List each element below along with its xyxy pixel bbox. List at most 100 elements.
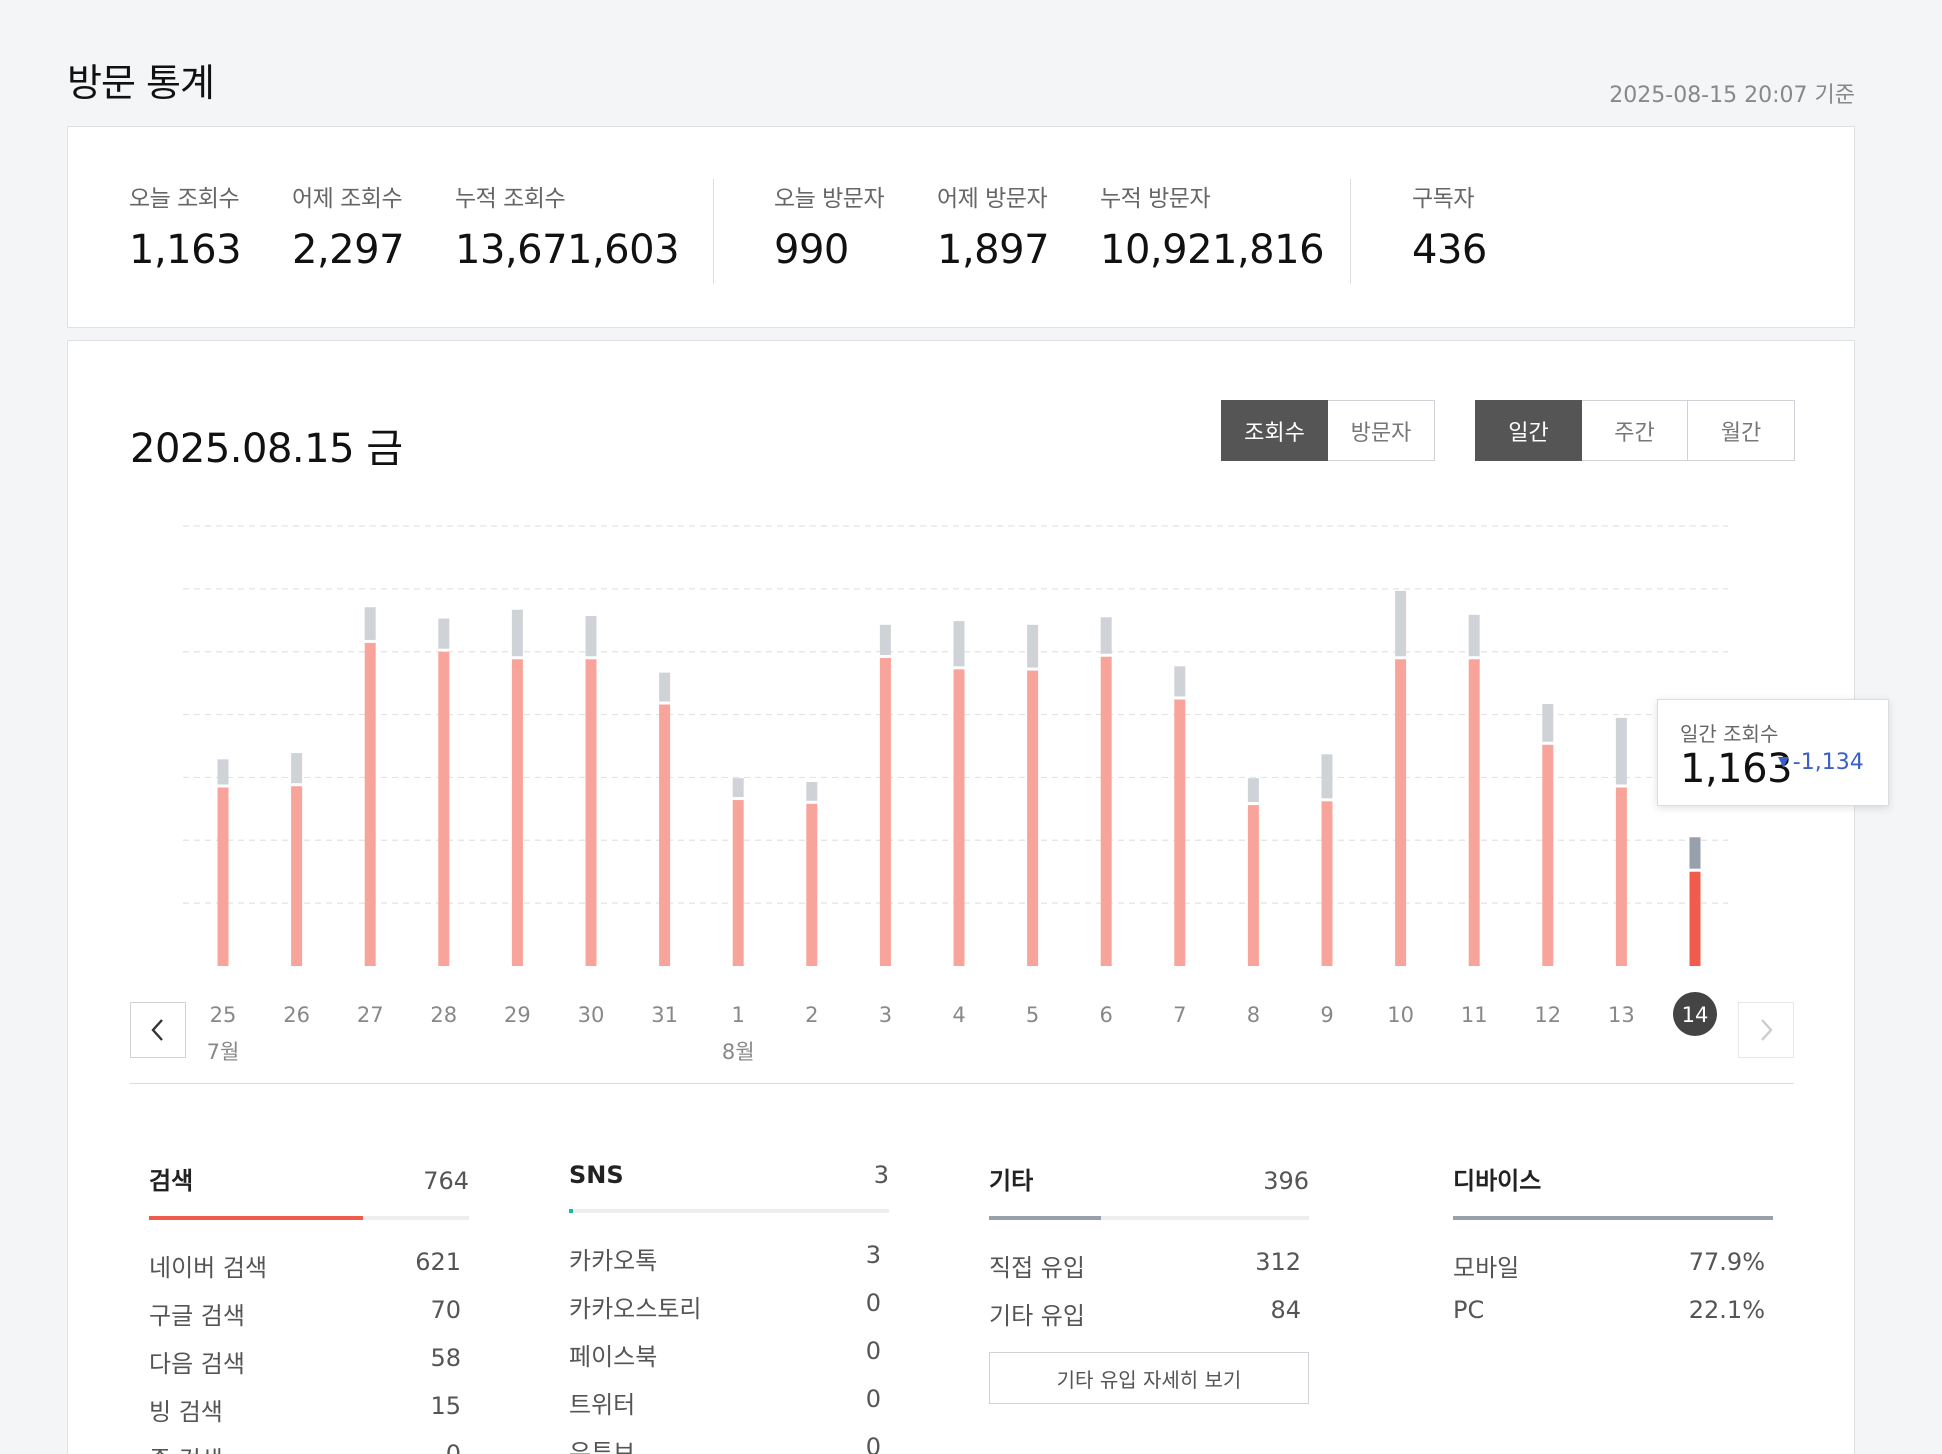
list-item: 페이스북 0 xyxy=(569,1337,889,1385)
tab-monthly[interactable]: 월간 xyxy=(1688,400,1795,461)
x-tick-label: 5 xyxy=(1026,1003,1039,1027)
stat-value: 436 xyxy=(1412,227,1487,273)
x-tick-label: 2 xyxy=(805,1003,818,1027)
period-toggle: 일간 주간 월간 xyxy=(1475,400,1795,461)
x-tick-label: 28 xyxy=(430,1003,457,1027)
x-tick-label: 27 xyxy=(357,1003,384,1027)
bar-views-10 xyxy=(1395,659,1407,966)
bar-views-4 xyxy=(953,669,965,966)
x-tick-label: 4 xyxy=(952,1003,965,1027)
divider xyxy=(1350,179,1351,284)
category-search: 검색 764 네이버 검색 621 구글 검색 70 다음 검색 58 빙 검색 15 줌… xyxy=(149,1161,469,1454)
daily-views-chart: 25 7월 26 27 28 29 30 31 1 8월 2 3 4 5 6 7 8 9 10 11 12 13 14 xyxy=(183,525,1728,1064)
category-total: 3 xyxy=(873,1161,889,1189)
x-tick-label: 25 xyxy=(210,1003,237,1027)
bar-views-29 xyxy=(511,659,523,966)
list-item: PC 22.1% xyxy=(1453,1296,1773,1344)
x-tick-label: 3 xyxy=(879,1003,892,1027)
stats-panel: 2025.08.15 금 조회수 방문자 일간 주간 월간 25 7월 26 27 28… xyxy=(67,340,1889,1454)
tab-daily[interactable]: 일간 xyxy=(1475,400,1582,461)
bar-views-9 xyxy=(1321,801,1333,966)
stat-yesterday-visitors: 어제 방문자 1,897 xyxy=(937,179,1050,273)
bar-overlay-13 xyxy=(1615,717,1627,785)
row-label: 다음 검색 xyxy=(149,1350,245,1378)
selected-date: 2025.08.15 금 xyxy=(130,426,403,472)
bar-overlay-5 xyxy=(1027,624,1039,668)
row-label: 유튜브 xyxy=(569,1439,636,1454)
tooltip-label: 일간 조회수 xyxy=(1680,722,1779,746)
stat-label: 어제 조회수 xyxy=(292,186,403,212)
list-item: 유튜브 0 xyxy=(569,1433,889,1454)
list-item: 카카오톡 3 xyxy=(569,1241,889,1289)
row-label: 페이스북 xyxy=(569,1343,658,1371)
row-value: 58 xyxy=(430,1344,461,1372)
stat-value: 10,921,816 xyxy=(1100,227,1325,273)
list-item: 카카오스토리 0 xyxy=(569,1289,889,1337)
etc-detail-button[interactable]: 기타 유입 자세히 보기 xyxy=(989,1352,1309,1404)
month-label: 8월 xyxy=(722,1040,755,1064)
chart-tooltip: 일간 조회수 1,163 ▼ -1,134 xyxy=(1657,699,1889,806)
bar-overlay-9 xyxy=(1321,754,1333,799)
row-label: 줌 검색 xyxy=(149,1440,223,1454)
stat-total-visitors: 누적 방문자 10,921,816 xyxy=(1100,179,1325,273)
stat-label: 구독자 xyxy=(1412,186,1474,212)
stat-subscribers: 구독자 436 xyxy=(1412,179,1487,273)
category-bar xyxy=(1453,1216,1773,1220)
category-bar xyxy=(569,1209,889,1213)
row-value: 0 xyxy=(865,1385,881,1413)
row-label: 기타 유입 xyxy=(989,1302,1085,1330)
row-value: 77.9% xyxy=(1688,1248,1765,1276)
updated-timestamp: 2025-08-15 20:07 기준 xyxy=(1609,83,1855,108)
list-item: 기타 유입 84 xyxy=(989,1296,1309,1344)
selected-day-marker xyxy=(1673,992,1717,1036)
category-bar-fill xyxy=(569,1209,573,1213)
category-bar-fill xyxy=(149,1216,364,1220)
row-value: 0 xyxy=(865,1289,881,1317)
bar-views-7 xyxy=(1174,699,1186,966)
bar-overlay-14 xyxy=(1689,837,1701,869)
list-item: 구글 검색 70 xyxy=(149,1296,469,1344)
bar-overlay-28 xyxy=(438,618,450,649)
tab-views[interactable]: 조회수 xyxy=(1221,400,1328,461)
category-bar-fill xyxy=(1453,1216,1773,1220)
x-tick-label: 30 xyxy=(578,1003,605,1027)
category-sns: SNS 3 카카오톡 3 카카오스토리 0 페이스북 0 트위터 0 유튜브 0 xyxy=(569,1161,889,1454)
row-label: 직접 유입 xyxy=(989,1254,1085,1282)
bar-overlay-3 xyxy=(879,624,891,655)
bar-views-31 xyxy=(659,704,671,966)
row-value: 3 xyxy=(865,1241,881,1269)
bar-overlay-2 xyxy=(806,781,818,801)
tab-weekly[interactable]: 주간 xyxy=(1582,400,1688,461)
category-total: 396 xyxy=(1263,1167,1309,1195)
category-bar-fill xyxy=(989,1216,1101,1220)
x-tick-label: 6 xyxy=(1100,1003,1113,1027)
bar-overlay-25 xyxy=(217,759,229,785)
stat-value: 1,163 xyxy=(129,227,242,273)
tab-visitors[interactable]: 방문자 xyxy=(1328,400,1435,461)
row-value: 70 xyxy=(430,1296,461,1324)
chevron-left-icon xyxy=(151,1019,163,1041)
bar-overlay-12 xyxy=(1542,704,1554,742)
bar-views-12 xyxy=(1542,744,1554,966)
bar-views-26 xyxy=(291,786,303,966)
x-tick-label: 12 xyxy=(1534,1003,1561,1027)
x-tick-label: 31 xyxy=(651,1003,678,1027)
row-value: 84 xyxy=(1270,1296,1301,1324)
x-tick-label: 26 xyxy=(283,1003,310,1027)
category-total: 764 xyxy=(423,1167,469,1195)
x-tick-label: 11 xyxy=(1461,1003,1488,1027)
bar-views-6 xyxy=(1100,656,1112,966)
category-bar xyxy=(989,1216,1309,1220)
category-etc: 기타 396 직접 유입 312 기타 유입 84 기타 유입 자세히 보기 xyxy=(989,1161,1309,1404)
list-item: 네이버 검색 621 xyxy=(149,1248,469,1296)
metric-toggle: 조회수 방문자 xyxy=(1221,400,1435,461)
list-item: 직접 유입 312 xyxy=(989,1248,1309,1296)
tooltip-value: 1,163 xyxy=(1680,746,1793,792)
stat-total-views: 누적 조회수 13,671,603 xyxy=(455,179,680,273)
next-week-button[interactable] xyxy=(1738,1002,1794,1058)
list-item: 트위터 0 xyxy=(569,1385,889,1433)
x-tick-label: 1 xyxy=(732,1003,745,1027)
row-value: 0 xyxy=(865,1433,881,1454)
prev-week-button[interactable] xyxy=(130,1002,186,1058)
bar-overlay-7 xyxy=(1174,666,1186,697)
